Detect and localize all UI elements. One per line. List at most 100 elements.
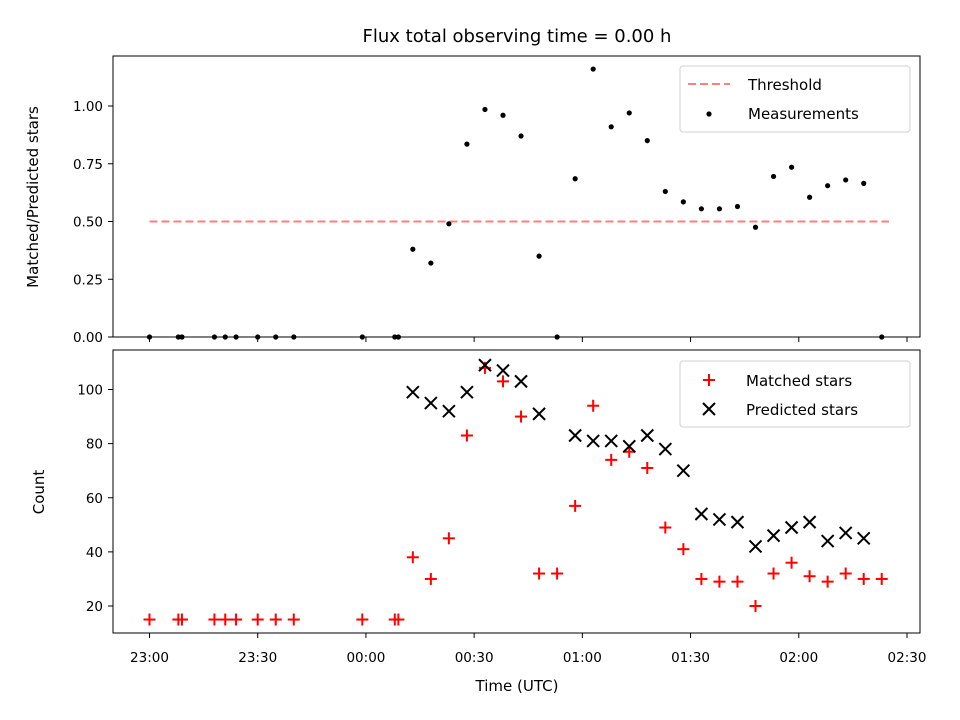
measurement-point xyxy=(446,221,452,227)
predicted-star-point xyxy=(640,428,654,443)
chart-title: Flux total observing time = 0.00 h xyxy=(363,26,672,47)
predicted-star-point xyxy=(658,442,673,456)
matched-star-point xyxy=(785,556,798,569)
measurement-point xyxy=(590,66,596,72)
matched-star-point xyxy=(803,570,816,583)
predicted-star-point xyxy=(838,526,853,540)
measurement-point xyxy=(572,176,578,182)
matched-star-point xyxy=(424,572,437,585)
matched-star-point xyxy=(356,613,369,626)
measurement-point xyxy=(146,334,153,340)
bottom-x-tick-label: 01:30 xyxy=(671,650,710,666)
matched-star-point xyxy=(857,572,870,585)
matched-star-point xyxy=(587,399,600,412)
matched-star-point xyxy=(406,551,419,564)
top-y-axis-label: Matched/Predicted stars xyxy=(24,106,42,288)
measurement-point xyxy=(175,334,181,340)
predicted-star-point xyxy=(857,531,871,546)
bottom-y-tick-label: 40 xyxy=(86,545,103,561)
measurement-point xyxy=(428,260,434,266)
predicted-star-point xyxy=(442,404,456,418)
measurement-point xyxy=(807,194,813,200)
measurement-point xyxy=(626,110,632,116)
matched-star-point xyxy=(515,410,528,423)
bottom-y-tick-label: 100 xyxy=(77,383,103,399)
top-y-tick-label: 0.00 xyxy=(73,330,103,346)
predicted-star-point xyxy=(460,385,474,399)
top-y-tick-label: 0.50 xyxy=(73,215,103,231)
measurement-point xyxy=(233,334,239,340)
matched-star-point xyxy=(287,613,300,626)
matched-star-point xyxy=(695,572,708,585)
legend-predicted-swatch xyxy=(702,402,716,416)
predicted-star-point xyxy=(784,520,799,535)
predicted-star-point xyxy=(676,463,691,478)
measurement-point xyxy=(273,334,279,340)
bottom-subplot: 20 40 60 80 100 23:00 23:30 00:00 00:30 01:00 01:… xyxy=(30,349,926,695)
measurement-point xyxy=(536,253,542,259)
predicted-star-point xyxy=(694,507,709,521)
measurement-point xyxy=(879,334,885,340)
matched-star-point xyxy=(219,613,232,626)
matched-star-point xyxy=(821,575,834,588)
measurement-point xyxy=(861,180,867,186)
predicted-star-point xyxy=(532,407,546,421)
matched-star-point xyxy=(731,575,744,588)
measurement-point xyxy=(359,334,365,340)
matched-star-point xyxy=(641,461,654,474)
predicted-star-point xyxy=(622,439,636,454)
matched-star-point xyxy=(251,613,264,626)
matched-star-point xyxy=(839,567,852,580)
measurement-point xyxy=(482,106,488,113)
measurement-point xyxy=(788,164,795,170)
bottom-legend-box xyxy=(679,360,911,428)
bottom-x-tick-label: 00:00 xyxy=(346,650,385,666)
bottom-x-tick-label: 02:00 xyxy=(779,650,818,666)
measurement-point xyxy=(291,334,297,340)
bottom-y-tick-label: 60 xyxy=(86,491,103,507)
measurement-point xyxy=(395,334,401,340)
measurement-point xyxy=(410,246,416,252)
predicted-star-point xyxy=(496,363,510,378)
bottom-x-tick-label: 23:30 xyxy=(238,650,277,666)
bottom-y-tick-label: 80 xyxy=(86,437,103,453)
measurement-point xyxy=(770,173,777,180)
bottom-x-ticks: 23:00 23:30 00:00 00:30 01:00 01:30 02:00 02:30 xyxy=(130,633,926,666)
matched-star-point xyxy=(143,613,156,626)
x-axis-label: Time (UTC) xyxy=(475,677,559,695)
predicted-star-point xyxy=(406,385,420,399)
matched-star-point xyxy=(208,613,221,626)
measurement-point xyxy=(392,334,398,340)
measurement-point xyxy=(644,138,650,144)
matched-star-point xyxy=(749,600,762,612)
measurement-point xyxy=(698,206,704,212)
predicted-star-point xyxy=(424,396,438,410)
measurement-point xyxy=(608,124,614,130)
measurement-point xyxy=(554,334,560,340)
bottom-x-tick-label: 02:30 xyxy=(888,650,927,666)
predicted-star-point xyxy=(766,528,781,543)
measurement-point xyxy=(255,334,261,340)
matched-star-point xyxy=(605,453,618,466)
legend-matched-label: Matched stars xyxy=(746,372,852,390)
predicted-star-point xyxy=(712,512,727,527)
matched-star-point xyxy=(677,543,690,556)
measurement-point xyxy=(734,203,741,210)
top-y-tick-label: 0.25 xyxy=(73,272,103,288)
predicted-star-point xyxy=(730,515,745,529)
matched-star-point xyxy=(497,375,509,388)
measurement-point xyxy=(518,133,524,139)
matched-star-point xyxy=(230,613,243,626)
legend-measurements-label: Measurements xyxy=(748,105,859,123)
top-series xyxy=(146,66,889,340)
predicted-star-point xyxy=(568,428,582,443)
matched-star-point xyxy=(460,429,473,442)
bottom-y-tick-label: 20 xyxy=(86,599,103,615)
bottom-x-tick-label: 01:00 xyxy=(563,650,602,666)
predicted-star-point xyxy=(748,539,763,554)
matched-star-point xyxy=(533,567,546,580)
matched-star-point xyxy=(767,567,780,580)
bottom-y-axis-label: Count xyxy=(30,470,48,515)
bottom-y-ticks: 20 40 60 80 100 xyxy=(77,383,113,615)
bottom-x-tick-label: 23:00 xyxy=(130,650,169,666)
